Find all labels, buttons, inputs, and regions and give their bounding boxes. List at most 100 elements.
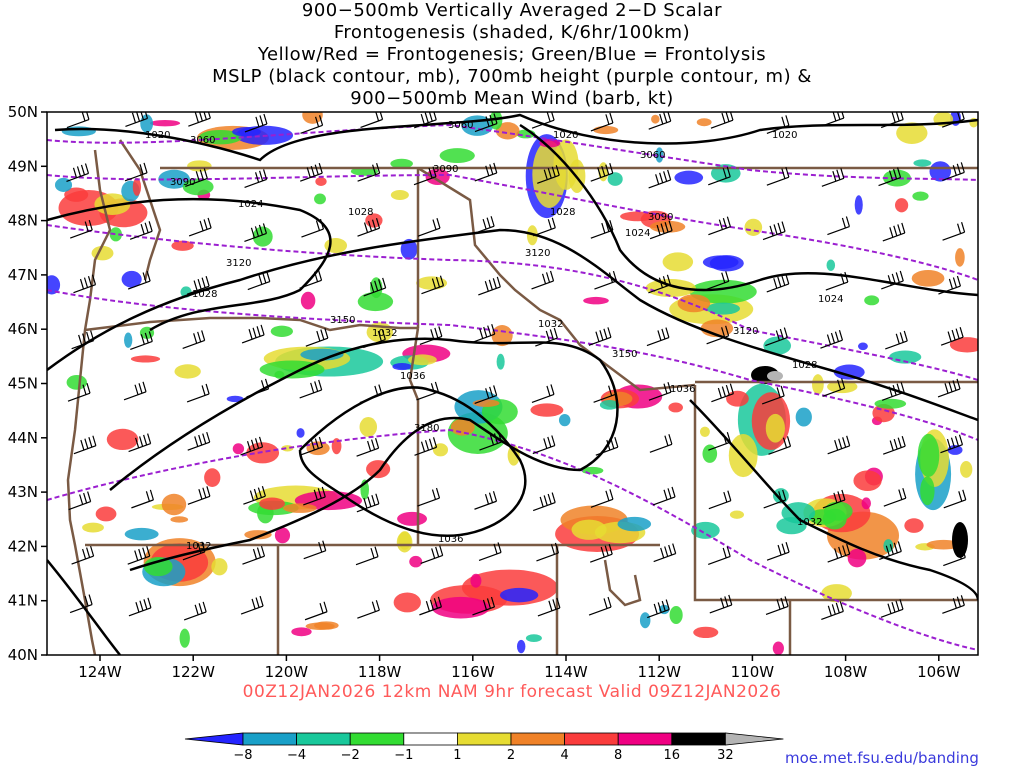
wind-barb xyxy=(937,378,961,398)
shading-blob xyxy=(857,342,868,351)
shading-blob xyxy=(400,238,418,260)
lon-tick-label: 116W xyxy=(451,663,495,681)
wind-barb xyxy=(123,381,147,401)
wind-barb xyxy=(590,112,614,132)
colorbar-label: 32 xyxy=(717,748,734,763)
shading-blob xyxy=(949,337,978,353)
shading-blob xyxy=(808,509,837,525)
lat-tick-label: 46N xyxy=(8,320,38,338)
wind-barb xyxy=(474,113,498,133)
wind-barb xyxy=(765,327,788,347)
wind-barb xyxy=(128,433,152,453)
wind-barb xyxy=(414,112,437,129)
mslp-contour-1032 xyxy=(109,337,619,572)
mslp-contour-labels: 1020 1020 1020 1024 1024 1024 1028 1028 … xyxy=(145,130,843,552)
state-borders xyxy=(66,139,978,655)
shading-blob xyxy=(894,198,909,213)
longitude-axis: 124W 122W 120W 118W 116W 114W 112W 110W 108W 106W xyxy=(78,655,961,681)
height-label: 3150 xyxy=(612,349,637,360)
mslp-label: 1032 xyxy=(797,517,822,528)
lon-tick-label: 114W xyxy=(544,663,588,681)
shading-blob xyxy=(833,364,865,380)
colorbar-label: −8 xyxy=(233,748,252,763)
shading-blob xyxy=(179,628,190,648)
wind-barb xyxy=(648,112,672,130)
wind-barb xyxy=(70,219,93,239)
shading-blob xyxy=(947,445,963,455)
lat-tick-label: 48N xyxy=(8,212,38,230)
shading-blob xyxy=(620,211,656,222)
shading-blob xyxy=(143,556,173,577)
shading-blob xyxy=(409,555,423,568)
shading-blob xyxy=(952,522,968,558)
wind-barb xyxy=(648,382,672,401)
wind-barb xyxy=(127,270,151,290)
height-label: 3060 xyxy=(640,150,665,161)
mslp-label: 1028 xyxy=(792,360,817,371)
wind-barb xyxy=(417,487,441,507)
wind-barb xyxy=(357,163,381,182)
wind-barb xyxy=(942,162,965,181)
shading-blob xyxy=(912,191,929,201)
wind-barb xyxy=(762,221,786,241)
wind-barb xyxy=(531,384,555,404)
shading-blob xyxy=(539,139,561,148)
shading-blob xyxy=(651,114,660,124)
wind-barb xyxy=(66,163,90,183)
shading-blob xyxy=(726,390,749,407)
wind-barb xyxy=(304,601,328,621)
shading-blob xyxy=(655,147,664,163)
shading-blob xyxy=(669,605,683,625)
shading-blob xyxy=(702,255,739,270)
border-id-wy xyxy=(693,385,978,602)
wind-barb xyxy=(766,166,790,186)
wind-barb xyxy=(131,489,154,509)
mslp-label: 1024 xyxy=(625,228,650,239)
colorbar-segment xyxy=(456,732,512,746)
lat-tick-label: 41N xyxy=(8,592,38,610)
shading-blob xyxy=(331,438,342,455)
shading-blob xyxy=(691,521,720,539)
wind-barb xyxy=(531,112,555,129)
mslp-label: 1024 xyxy=(818,294,843,305)
wind-barb xyxy=(590,220,614,239)
shading-blob xyxy=(854,195,863,215)
shading-blob xyxy=(826,259,836,271)
mslp-contour-1028a xyxy=(47,228,978,422)
lon-tick-label: 118W xyxy=(358,663,402,681)
lon-tick-label: 112W xyxy=(637,663,681,681)
colorbar-segment xyxy=(349,732,405,746)
wind-barb xyxy=(182,541,206,561)
lon-tick-label: 108W xyxy=(824,663,868,681)
mslp-contour-1036 xyxy=(298,386,527,537)
wind-barb xyxy=(67,383,91,402)
wind-barb xyxy=(594,270,618,290)
height-label: 3180 xyxy=(414,423,439,434)
wind-barb xyxy=(244,223,268,243)
wind-barb xyxy=(763,489,787,509)
shading-blob xyxy=(300,291,316,310)
colorbar-label: −2 xyxy=(341,748,360,763)
shading-blob xyxy=(847,548,867,568)
wind-barb xyxy=(766,115,790,134)
shading-blob xyxy=(431,596,490,619)
wind-barb xyxy=(821,112,845,127)
wind-barb xyxy=(244,169,268,188)
puget-sound xyxy=(118,139,162,281)
height-label: 3090 xyxy=(648,212,673,223)
shading-blob xyxy=(302,112,323,124)
wind-barb xyxy=(300,115,324,134)
map-panel: 1020 1020 1020 1024 1024 1024 1028 1028 … xyxy=(47,112,978,655)
wind-barb xyxy=(827,543,851,563)
wind-barb xyxy=(69,594,93,614)
shading-blob xyxy=(861,497,871,510)
wind-barb xyxy=(590,489,614,508)
wind-barb xyxy=(303,486,326,506)
lon-tick-label: 124W xyxy=(78,663,122,681)
wind-barb xyxy=(940,434,964,454)
shading-blob xyxy=(130,355,161,363)
wind-barb xyxy=(537,597,561,617)
wind-barb xyxy=(820,330,844,349)
wind-barb xyxy=(240,595,264,615)
wind-barb xyxy=(474,162,498,182)
